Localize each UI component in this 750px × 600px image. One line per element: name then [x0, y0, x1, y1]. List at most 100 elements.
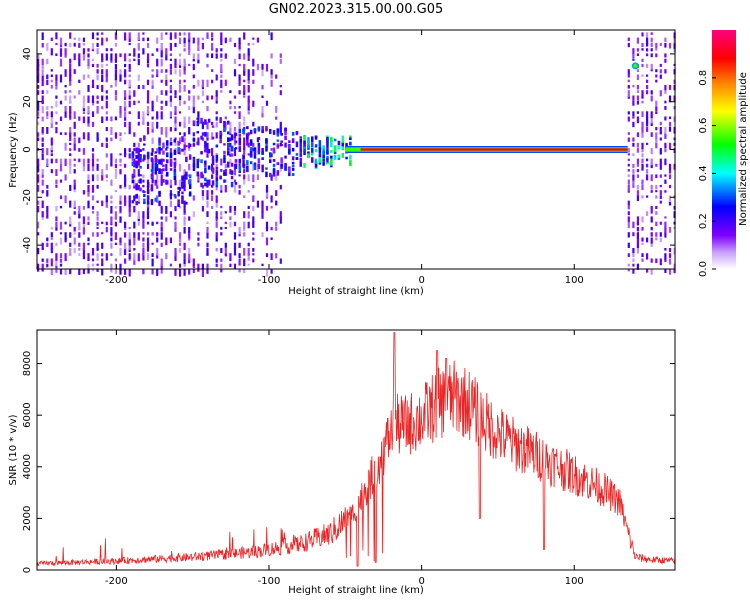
spectrogram-cell	[46, 184, 49, 189]
spectrogram-cell	[650, 37, 653, 43]
spectrogram-cell	[247, 69, 250, 76]
spectrogram-cell	[96, 63, 99, 68]
spectrogram-cell	[183, 32, 186, 36]
spectrogram-cell	[69, 232, 72, 238]
spectrogram-cell	[632, 58, 635, 61]
spectrogram-cell	[230, 181, 234, 188]
spectrogram-cell	[252, 174, 255, 183]
spectrogram-cell	[181, 198, 184, 204]
spectrogram-cell	[206, 106, 209, 112]
spectrogram-cell	[299, 136, 302, 139]
spectrogram-cell	[64, 69, 67, 77]
spectrogram-cell	[183, 258, 186, 264]
spectrogram-cell	[270, 153, 273, 158]
colorbar-gradient	[712, 30, 736, 269]
spectrogram-cell	[135, 184, 138, 191]
spectrogram-cell	[124, 174, 127, 182]
spectrogram-cell	[174, 95, 177, 98]
spectrogram-cell	[69, 137, 72, 141]
spectrogram-cell	[257, 137, 261, 140]
spectrogram-cell	[105, 195, 108, 203]
spectrogram-cell	[151, 163, 154, 172]
spectrogram-cell	[105, 63, 108, 66]
spectrogram-cell	[137, 153, 140, 160]
spectrogram-cell	[137, 53, 140, 58]
spectrogram-cell	[632, 121, 635, 128]
spectrogram-cell	[154, 151, 157, 154]
spectrogram-cell	[646, 63, 649, 69]
spectrogram-cell	[178, 248, 182, 253]
spectrogram-cell	[641, 184, 644, 191]
spectrogram-cell	[265, 171, 268, 178]
spectrogram-cell	[96, 216, 99, 221]
spectrogram-cell	[252, 58, 255, 67]
spectrogram-cell	[55, 169, 58, 176]
spectrogram-cell	[133, 132, 136, 137]
spectrogram-cell	[133, 53, 136, 57]
spectrogram-cell	[188, 116, 191, 124]
spectrogram-cell	[659, 74, 662, 79]
spectrogram-cell	[131, 200, 135, 204]
spectrogram-cell	[96, 48, 99, 55]
spectrogram-cell	[636, 226, 639, 232]
spectrogram-cell	[223, 172, 226, 176]
spectrogram-cell	[37, 169, 40, 173]
spectrogram-cell	[78, 221, 81, 229]
spectrogram-cell	[174, 142, 177, 147]
spectrogram-cell	[641, 179, 644, 185]
spectrogram-cell	[238, 269, 241, 273]
spectrogram-cell	[151, 74, 154, 78]
spectrogram-cell	[341, 139, 344, 145]
spectrogram-cell	[101, 95, 104, 101]
spectrogram-cell	[105, 111, 108, 115]
spectrogram-cell	[137, 211, 140, 219]
spectrogram-cell	[627, 74, 630, 78]
spectrogram-cell	[201, 205, 204, 212]
spectrogram-cell	[238, 37, 241, 44]
spectrogram-cell	[627, 69, 630, 75]
spectrogram-cell	[188, 37, 191, 43]
spectrogram-cell	[178, 163, 182, 172]
spectrogram-cell	[59, 74, 63, 83]
spectrogram-cell	[627, 85, 630, 89]
spectrogram-cell	[664, 106, 667, 110]
spectrogram-cell	[270, 269, 273, 274]
spectrogram-cell	[201, 132, 204, 136]
spectrogram-cell	[646, 79, 649, 83]
spectrogram-cell	[211, 53, 214, 58]
spectrogram-cell	[158, 200, 161, 207]
spectrogram-cell	[156, 121, 159, 129]
spectrogram-cell	[238, 79, 241, 86]
spectrogram-cell	[252, 248, 255, 252]
spectrogram-cell	[169, 90, 172, 94]
spectrogram-cell	[142, 242, 145, 248]
spectrogram-cell	[96, 263, 99, 266]
spectrogram-cell	[183, 63, 186, 71]
spectrogram-cell	[183, 137, 186, 145]
spectrogram-cell	[261, 150, 264, 155]
spectrogram-cell	[249, 129, 253, 135]
spectrogram-cell	[295, 141, 299, 148]
spectrogram-cell	[345, 156, 348, 160]
spectrogram-cell	[224, 253, 227, 257]
spectrogram-cell	[173, 139, 177, 143]
spectrogram-cell	[151, 137, 154, 144]
colorbar-tick-label: 0.8	[698, 70, 709, 86]
spectrogram-cell	[181, 182, 184, 189]
spectrogram-cell	[265, 149, 268, 152]
spectrogram-cell	[82, 226, 85, 234]
spectrogram-y-axis-label: Frequency (Hz)	[8, 112, 19, 188]
spectrogram-cell	[227, 131, 230, 135]
spectrogram-cell	[105, 127, 108, 132]
spectrogram-cell	[183, 142, 186, 151]
spectrogram-cell	[627, 179, 630, 185]
spectrogram-cell	[192, 95, 195, 102]
spectrogram-cell	[128, 111, 131, 115]
spectrogram-cell	[133, 221, 136, 229]
spectrogram-cell	[110, 48, 113, 52]
spectrogram-cell	[261, 263, 264, 267]
spectrogram-cell	[224, 163, 227, 169]
spectrogram-cell	[646, 121, 649, 127]
